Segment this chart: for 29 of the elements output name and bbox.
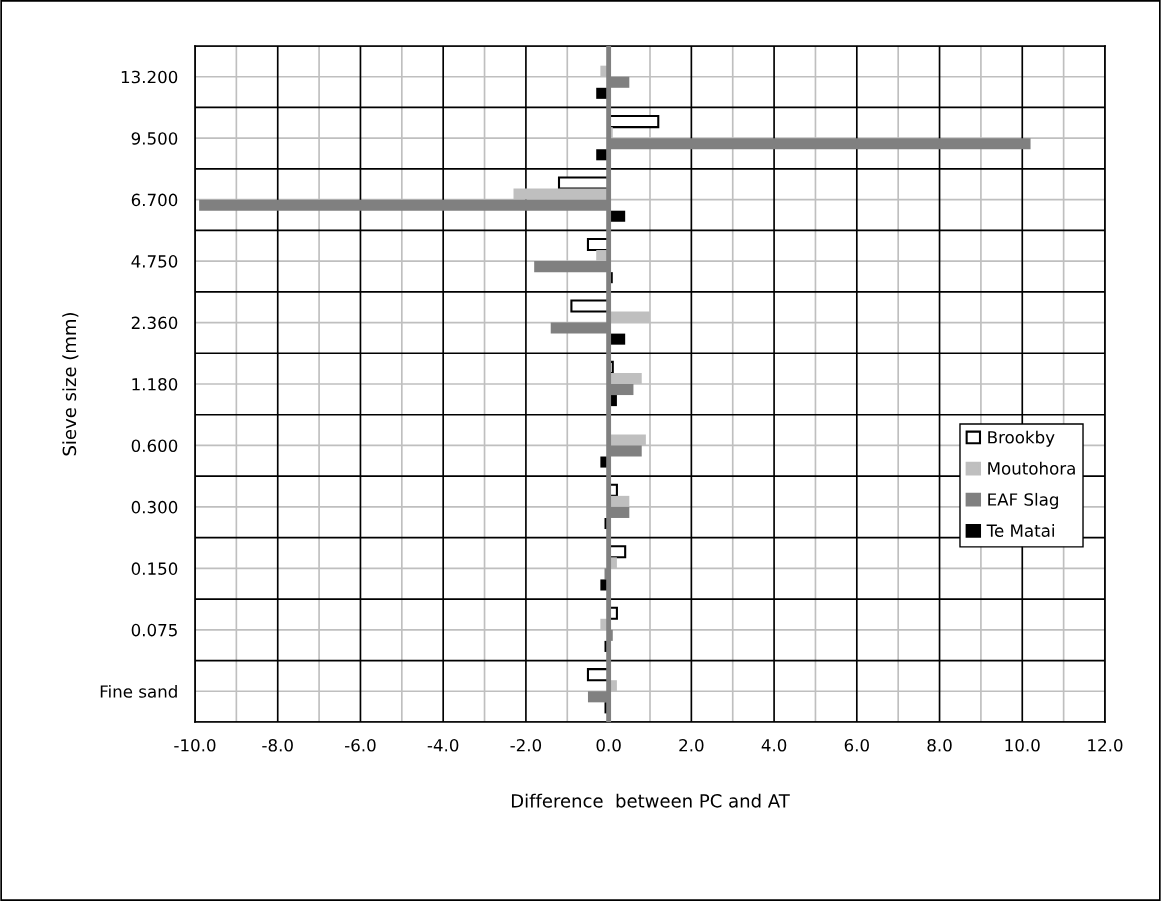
x-tick-label: -8.0 (262, 738, 293, 752)
x-tick-label: 0.0 (596, 738, 621, 752)
x-tick-label: 8.0 (927, 738, 952, 752)
x-tick-label: -4.0 (427, 738, 459, 752)
x-tick-label: -10.0 (174, 738, 216, 752)
x-tick-label: 10.0 (1005, 738, 1040, 752)
x-axis-title: Difference between PC and AT (511, 793, 790, 808)
x-tick-label: 6.0 (844, 738, 869, 752)
y-tick-label: 4.750 (131, 255, 178, 268)
y-axis-title: Sieve size (mm) (62, 312, 79, 456)
legend-label: EAF Slag (988, 492, 1058, 510)
y-tick-label: 0.075 (131, 623, 177, 637)
y-tick-label: 0.150 (131, 562, 178, 575)
y-tick-label: 13.200 (121, 70, 178, 84)
x-tick-label: 4.0 (761, 738, 787, 752)
x-tick-label: -2.0 (510, 738, 542, 752)
y-tick-label: 0.600 (131, 439, 178, 453)
x-tick-label: 12.0 (1088, 738, 1123, 752)
y-tick-label: 6.700 (131, 193, 178, 207)
y-tick-label: 0.300 (131, 500, 178, 514)
x-tick-label: -6.0 (345, 738, 376, 752)
y-tick-label: 2.360 (131, 316, 178, 330)
legend-label: Moutohora (988, 461, 1075, 475)
x-tick-label: 2.0 (679, 738, 704, 752)
y-tick-label: 9.500 (131, 132, 178, 145)
y-tick-label: Fine sand (100, 684, 177, 698)
legend-label: Brookby (988, 430, 1055, 447)
legend-label: Te Matai (986, 524, 1054, 537)
y-tick-label: 1.180 (132, 377, 178, 391)
